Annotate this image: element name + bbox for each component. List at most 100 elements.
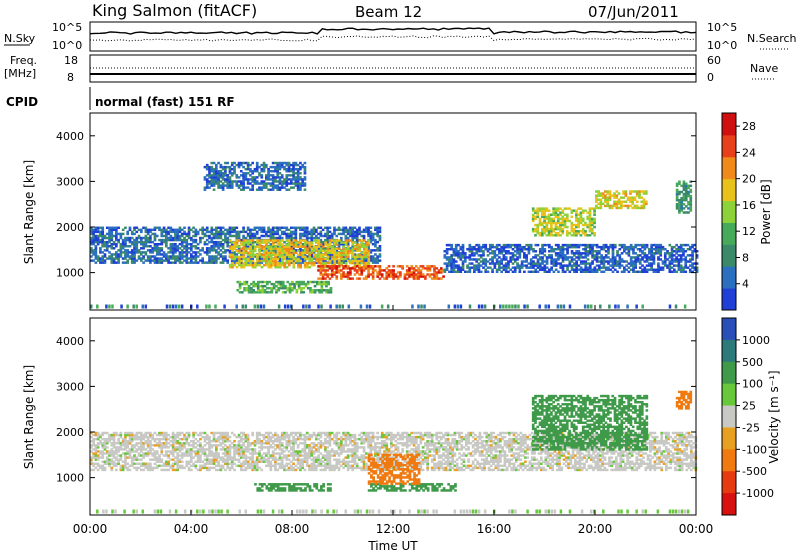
data-cell — [491, 268, 494, 271]
data-cell — [94, 462, 98, 466]
data-cell — [588, 229, 592, 233]
data-cell — [203, 242, 207, 246]
data-cell — [240, 282, 244, 286]
data-cell — [538, 207, 542, 210]
data-cell — [92, 228, 95, 232]
data-cell — [99, 238, 102, 242]
data-cell — [675, 243, 678, 247]
data-cell — [663, 252, 667, 255]
data-cell — [428, 265, 432, 268]
data-cell — [274, 245, 277, 248]
data-cell — [297, 257, 300, 261]
data-cell — [362, 253, 366, 257]
data-cell — [536, 266, 540, 269]
data-cell — [380, 273, 384, 276]
data-cell — [513, 254, 517, 257]
data-cell — [362, 247, 366, 250]
data-cell — [344, 257, 348, 261]
data-cell — [292, 236, 295, 240]
data-cell — [139, 433, 143, 437]
data-cell — [611, 243, 615, 247]
data-cell — [586, 250, 590, 253]
data-cell — [362, 277, 366, 280]
data-cell — [285, 234, 289, 238]
data-cell — [305, 230, 309, 234]
data-cell — [561, 223, 565, 227]
ground-scatter-cell — [668, 304, 672, 309]
data-cell — [112, 450, 116, 453]
data-cell — [117, 238, 120, 242]
data-cell — [561, 266, 565, 269]
data-cell — [579, 262, 583, 265]
data-cell — [682, 186, 686, 190]
data-cell — [663, 254, 667, 257]
data-cell — [247, 253, 250, 257]
data-cell — [577, 258, 581, 261]
data-cell — [101, 245, 105, 248]
data-cell — [604, 243, 608, 247]
data-cell — [167, 462, 170, 466]
data-cell — [178, 466, 182, 470]
data-cell — [126, 468, 130, 472]
data-cell — [258, 261, 261, 264]
data-cell — [369, 238, 373, 242]
data-cell — [142, 437, 145, 441]
data-cell — [256, 253, 259, 257]
data-cell — [595, 243, 599, 247]
data-cell — [557, 247, 560, 251]
data-cell — [424, 277, 427, 280]
data-cell — [236, 289, 240, 292]
colorbar-tick-label: 20 — [742, 173, 756, 186]
data-cell — [328, 245, 332, 248]
data-cell — [212, 172, 216, 175]
data-cell — [593, 217, 596, 221]
data-cell — [96, 468, 100, 472]
data-cell — [577, 268, 581, 271]
data-cell — [595, 200, 598, 204]
data-cell — [244, 251, 248, 255]
data-cell — [595, 252, 599, 255]
data-cell — [325, 282, 328, 286]
data-cell — [588, 215, 592, 219]
data-cell — [292, 253, 295, 256]
data-cell — [308, 245, 312, 248]
data-cell — [174, 234, 177, 238]
data-cell — [314, 234, 318, 238]
data-cell — [369, 240, 373, 244]
data-cell — [347, 259, 350, 263]
data-cell — [563, 258, 567, 261]
data-cell — [158, 251, 161, 254]
data-cell — [276, 253, 280, 257]
data-cell — [288, 286, 292, 290]
data-cell — [333, 267, 336, 270]
data-cell — [103, 448, 107, 451]
data-cell — [575, 209, 578, 212]
data-cell — [171, 257, 175, 260]
data-cell — [137, 255, 141, 258]
data-cell — [342, 249, 346, 253]
data-cell — [691, 270, 694, 274]
data-cell — [604, 266, 608, 269]
data-cell — [582, 262, 585, 265]
data-cell — [308, 249, 311, 252]
data-cell — [367, 226, 370, 230]
data-cell — [133, 466, 136, 470]
data-cell — [235, 184, 239, 187]
ground-scatter-cell — [420, 304, 423, 309]
data-cell — [511, 252, 515, 255]
ground-scatter-cell — [259, 304, 263, 309]
data-cell — [224, 178, 227, 181]
data-cell — [606, 204, 610, 208]
data-cell — [371, 261, 375, 264]
data-cell — [294, 245, 298, 248]
data-cell — [214, 236, 218, 240]
data-cell — [367, 275, 370, 278]
data-cell — [94, 240, 98, 244]
data-cell — [335, 261, 339, 264]
data-cell — [153, 452, 157, 455]
data-cell — [367, 267, 370, 270]
data-cell — [575, 223, 578, 227]
data-cell — [261, 289, 265, 292]
data-cell — [421, 273, 425, 276]
data-cell — [577, 229, 580, 233]
